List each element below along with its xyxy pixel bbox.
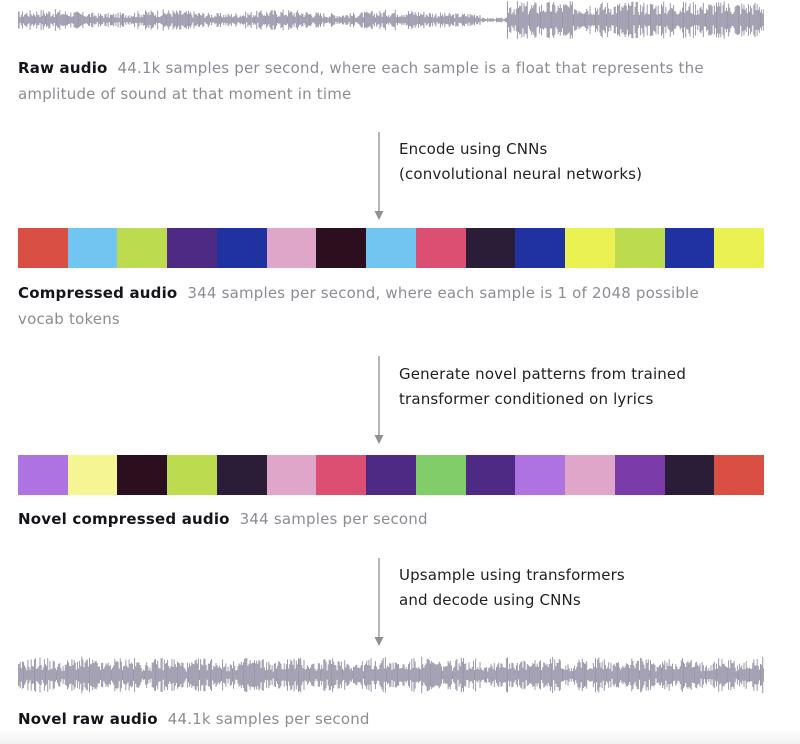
compressed-audio-token [614, 228, 665, 268]
novel-compressed-audio-description: 344 samples per second [239, 510, 428, 528]
novel-compressed-audio-token [316, 455, 367, 495]
encode-step-line2: (convolutional neural networks) [399, 165, 643, 183]
raw-audio-caption: Raw audio 44.1k samples per second, wher… [18, 55, 758, 107]
compressed-audio-token [167, 228, 217, 268]
compressed-audio-token [266, 228, 317, 268]
compressed-audio-token [216, 228, 267, 268]
compressed-audio-token [565, 228, 615, 268]
compressed-audio-token [714, 228, 765, 268]
compressed-audio-title: Compressed audio [18, 284, 178, 302]
compressed-audio-token [664, 228, 715, 268]
compressed-audio-token-strip [18, 228, 765, 268]
compressed-audio-token [465, 228, 516, 268]
novel-compressed-audio-token [266, 455, 317, 495]
compressed-audio-description-line2: vocab tokens [18, 310, 120, 328]
compressed-audio-description: 344 samples per second, where each sampl… [187, 284, 699, 302]
upsample-step-line2: and decode using CNNs [399, 591, 581, 609]
novel-raw-audio-waveform [18, 656, 764, 694]
raw-audio-description-line2: amplitude of sound at that moment in tim… [18, 85, 352, 103]
novel-compressed-audio-token [216, 455, 267, 495]
raw-audio-description: 44.1k samples per second, where each sam… [117, 59, 704, 77]
novel-compressed-audio-token [415, 455, 466, 495]
compressed-audio-token [366, 228, 416, 268]
compressed-audio-token [515, 228, 566, 268]
novel-compressed-audio-token [565, 455, 615, 495]
upsample-arrow-icon [374, 558, 384, 646]
encode-step-line1: Encode using CNNs [399, 140, 548, 158]
novel-compressed-audio-token [18, 455, 68, 495]
novel-compressed-audio-caption: Novel compressed audio 344 samples per s… [18, 506, 758, 532]
compressed-audio-token [18, 228, 68, 268]
novel-compressed-audio-token [67, 455, 118, 495]
novel-compressed-audio-token [167, 455, 217, 495]
raw-audio-title: Raw audio [18, 59, 108, 77]
generate-step-line2: transformer conditioned on lyrics [399, 390, 654, 408]
encode-arrow-icon [374, 132, 384, 220]
novel-raw-audio-description: 44.1k samples per second [167, 710, 370, 728]
generate-arrow-icon [374, 356, 384, 444]
raw-audio-waveform [18, 1, 764, 39]
upsample-step-line1: Upsample using transformers [399, 566, 625, 584]
novel-compressed-audio-token [515, 455, 566, 495]
upsample-step-label: Upsample using transformers and decode u… [399, 563, 779, 613]
compressed-audio-token [316, 228, 367, 268]
compressed-audio-token [117, 228, 168, 268]
novel-raw-audio-title: Novel raw audio [18, 710, 158, 728]
novel-compressed-audio-token [614, 455, 665, 495]
encode-step-label: Encode using CNNs (convolutional neural … [399, 137, 779, 187]
novel-compressed-audio-token [366, 455, 416, 495]
generate-step-line1: Generate novel patterns from trained [399, 365, 686, 383]
novel-compressed-audio-token [117, 455, 168, 495]
compressed-audio-token [415, 228, 466, 268]
novel-raw-audio-caption: Novel raw audio 44.1k samples per second [18, 706, 758, 732]
bottom-fade [0, 730, 800, 744]
novel-compressed-audio-token-strip [18, 455, 765, 495]
novel-compressed-audio-title: Novel compressed audio [18, 510, 230, 528]
compressed-audio-token [67, 228, 118, 268]
compressed-audio-caption: Compressed audio 344 samples per second,… [18, 280, 758, 332]
novel-compressed-audio-token [714, 455, 765, 495]
novel-compressed-audio-token [664, 455, 715, 495]
novel-compressed-audio-token [465, 455, 516, 495]
generate-step-label: Generate novel patterns from trained tra… [399, 362, 779, 412]
